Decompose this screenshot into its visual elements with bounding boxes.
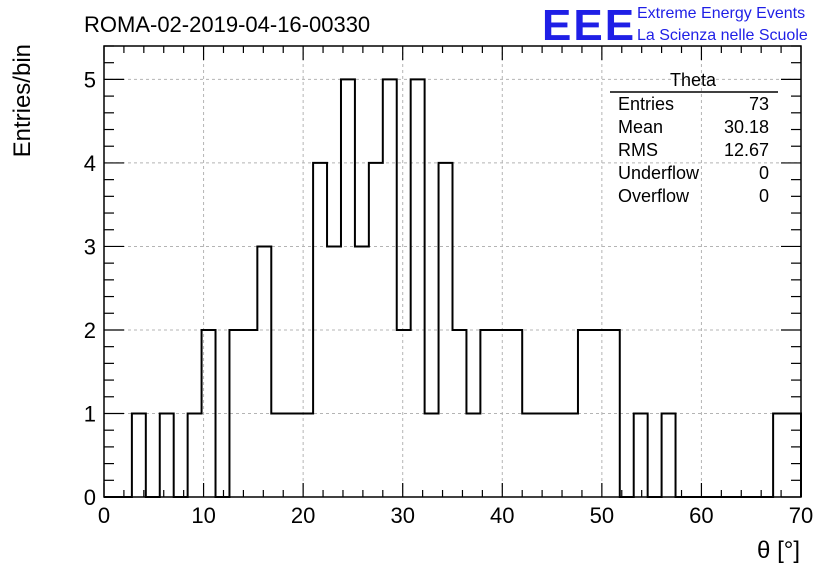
histogram-bin bbox=[202, 330, 216, 497]
plot-area: 0 10 20 30 40 50 60 70 0 1 2 3 4 5 bbox=[84, 45, 813, 528]
y-axis-title: Entries/bin bbox=[9, 44, 36, 157]
histogram-bin bbox=[773, 413, 787, 497]
histogram-bin bbox=[425, 413, 439, 497]
stats-label: RMS bbox=[618, 140, 658, 160]
histogram-bin bbox=[550, 413, 564, 497]
y-tick-label: 0 bbox=[84, 485, 96, 510]
histogram-bin bbox=[383, 79, 397, 497]
histogram-bin bbox=[564, 413, 578, 497]
eee-logo: EEE Extreme Energy Events La Scienza nel… bbox=[542, 1, 808, 50]
y-tick-label: 3 bbox=[84, 234, 96, 259]
stats-label: Mean bbox=[618, 117, 663, 137]
x-tick-label: 0 bbox=[98, 503, 110, 528]
stats-title: Theta bbox=[670, 70, 717, 90]
stats-value: 0 bbox=[759, 163, 769, 183]
y-tick-label: 2 bbox=[84, 318, 96, 343]
histogram-bin bbox=[243, 330, 257, 497]
histogram-bin bbox=[397, 330, 411, 497]
histogram-outline bbox=[104, 78, 802, 498]
stats-label: Entries bbox=[618, 94, 674, 114]
x-tick-label: 60 bbox=[689, 503, 713, 528]
histogram-bin bbox=[466, 413, 480, 497]
histogram-bin bbox=[508, 330, 522, 497]
histogram-bin bbox=[662, 413, 676, 497]
histogram-bin bbox=[606, 330, 620, 497]
histogram-bin bbox=[313, 163, 327, 497]
x-tick-label: 30 bbox=[390, 503, 414, 528]
histogram-bin bbox=[188, 413, 202, 497]
histogram-bin bbox=[453, 330, 467, 497]
histogram-bin bbox=[369, 163, 383, 497]
x-axis-ticks: 0 10 20 30 40 50 60 70 bbox=[98, 46, 813, 528]
histogram-bin bbox=[578, 330, 592, 497]
histogram-bin bbox=[257, 246, 271, 497]
x-tick-label: 70 bbox=[789, 503, 813, 528]
histogram-bin bbox=[285, 413, 299, 497]
stats-value: 30.18 bbox=[724, 117, 769, 137]
histogram-bin bbox=[132, 413, 146, 497]
run-title: ROMA-02-2019-04-16-00330 bbox=[84, 12, 370, 37]
histogram-bin bbox=[341, 79, 355, 497]
stats-value: 0 bbox=[759, 186, 769, 206]
stats-rows: Entries 73 Mean 30.18 RMS 12.67 Underflow 0 Over… bbox=[618, 94, 769, 206]
stats-label: Underflow bbox=[618, 163, 700, 183]
stats-box: Theta Entries 73 Mean 30.18 RMS 12.67 Underflo… bbox=[610, 70, 778, 206]
logo-line-2: La Scienza nelle Scuole bbox=[637, 27, 808, 44]
histogram-bin bbox=[299, 413, 313, 497]
histogram-bin bbox=[355, 246, 369, 497]
stats-label: Overflow bbox=[618, 186, 690, 206]
y-tick-label: 4 bbox=[84, 151, 96, 176]
x-tick-label: 50 bbox=[590, 503, 614, 528]
histogram-bin bbox=[787, 413, 801, 497]
histogram-bin bbox=[592, 330, 606, 497]
plot-frame bbox=[103, 45, 802, 498]
histogram-bin bbox=[494, 330, 508, 497]
logo-mark: EEE bbox=[542, 1, 636, 50]
histogram-bin bbox=[480, 330, 494, 497]
histogram-bin bbox=[160, 413, 174, 497]
histogram-bins bbox=[132, 79, 801, 497]
x-tick-label: 40 bbox=[490, 503, 514, 528]
x-axis-title: θ [°] bbox=[757, 537, 800, 564]
x-tick-label: 20 bbox=[291, 503, 315, 528]
histogram-bin bbox=[522, 413, 536, 497]
stats-value: 12.67 bbox=[724, 140, 769, 160]
y-tick-label: 5 bbox=[84, 67, 96, 92]
histogram-bin bbox=[536, 413, 550, 497]
logo-line-1: Extreme Energy Events bbox=[637, 5, 805, 22]
stats-value: 73 bbox=[749, 94, 769, 114]
y-tick-label: 1 bbox=[84, 401, 96, 426]
histogram-bin bbox=[411, 79, 425, 497]
histogram-bin bbox=[439, 163, 453, 497]
x-tick-label: 10 bbox=[191, 503, 215, 528]
histogram-bin bbox=[229, 330, 243, 497]
histogram-bin bbox=[634, 413, 648, 497]
histogram-bin bbox=[271, 413, 285, 497]
y-axis-ticks: 0 1 2 3 4 5 bbox=[84, 45, 801, 510]
histogram-bin bbox=[327, 246, 341, 497]
